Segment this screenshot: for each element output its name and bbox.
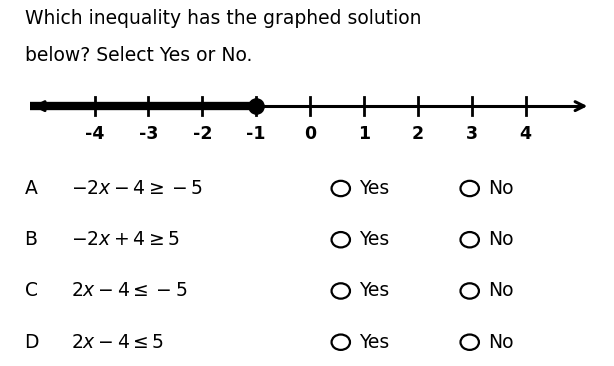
Text: below? Select Yes or No.: below? Select Yes or No. [25,46,252,65]
Text: C: C [25,281,37,300]
Text: 2: 2 [412,125,424,143]
Text: -1: -1 [246,125,266,143]
Text: $-2x+4\geq5$: $-2x+4\geq5$ [71,230,179,249]
Text: D: D [25,333,39,352]
Text: Yes: Yes [359,230,389,249]
Text: -2: -2 [193,125,212,143]
Text: -3: -3 [139,125,158,143]
Text: No: No [488,333,514,352]
Text: 4: 4 [519,125,532,143]
Text: A: A [25,179,37,198]
Text: Yes: Yes [359,333,389,352]
Text: $2x-4\leq-5$: $2x-4\leq-5$ [71,281,187,300]
Text: Yes: Yes [359,179,389,198]
Text: 3: 3 [465,125,478,143]
Text: 0: 0 [304,125,316,143]
Text: No: No [488,281,514,300]
Text: No: No [488,230,514,249]
Text: Which inequality has the graphed solution: Which inequality has the graphed solutio… [25,9,421,28]
Text: No: No [488,179,514,198]
Text: Yes: Yes [359,281,389,300]
Text: 1: 1 [358,125,370,143]
Text: $2x-4\leq5$: $2x-4\leq5$ [71,333,164,352]
Text: -4: -4 [85,125,104,143]
Text: $-2x-4\geq-5$: $-2x-4\geq-5$ [71,179,203,198]
Text: B: B [25,230,37,249]
